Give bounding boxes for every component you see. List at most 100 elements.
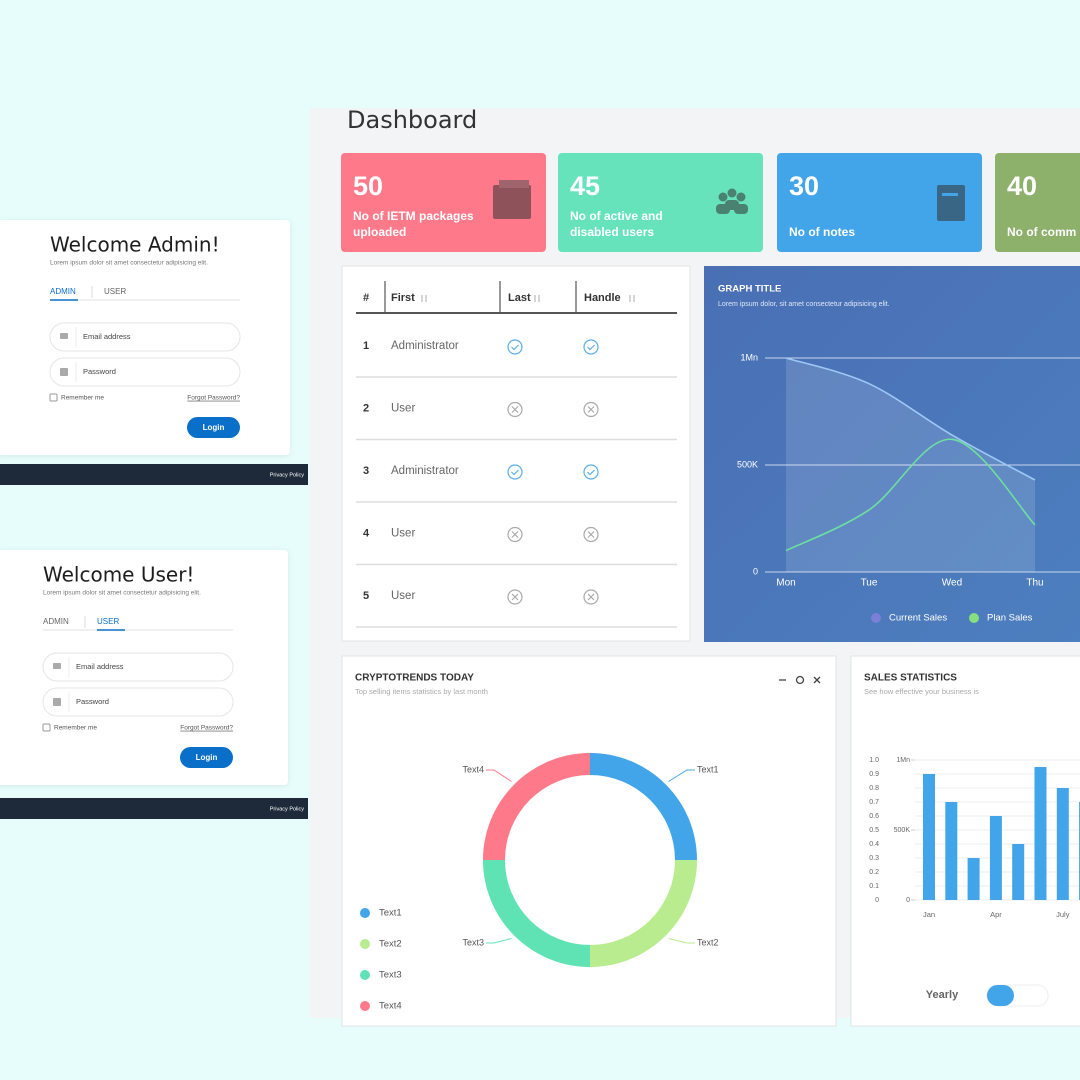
- check-icon: [511, 469, 519, 476]
- y2-tick-label: 0: [906, 897, 910, 904]
- stat-label-box: No of comm: [1007, 225, 1077, 239]
- input-icon: [60, 333, 68, 339]
- icon-part: [493, 185, 531, 219]
- table-header: Last: [508, 292, 531, 304]
- cross-icon: [587, 531, 595, 538]
- legend-label: Text3: [379, 970, 402, 981]
- cross-icon: [511, 531, 519, 538]
- x-tick-label: Tue: [861, 578, 878, 589]
- table-panel: [341, 265, 691, 642]
- chart-subtitle: Top selling items statistics by last mon…: [355, 687, 488, 696]
- input-icon: [60, 368, 68, 376]
- segment-label: Text4: [462, 764, 484, 774]
- refresh-icon[interactable]: [795, 675, 805, 685]
- y-tick-label: 0.3: [869, 855, 879, 862]
- bar: [1012, 844, 1025, 900]
- pie-segment: [590, 753, 697, 860]
- line: [785, 438, 1036, 552]
- legend-dot: [969, 613, 979, 623]
- pie-segment: [483, 753, 590, 860]
- table-header: Handle: [584, 292, 621, 304]
- input-icon: [53, 698, 61, 706]
- icon-part: [937, 185, 965, 221]
- legend-dot: [360, 1001, 370, 1011]
- forgot-link[interactable]: Forgot Password?: [180, 725, 233, 732]
- icon-part: [942, 193, 958, 196]
- y-tick-label: 0.4: [869, 841, 879, 848]
- bar: [1034, 767, 1047, 900]
- chart-title: GRAPH TITLE: [718, 284, 781, 295]
- close-icon[interactable]: [813, 676, 821, 684]
- table-header: First: [391, 292, 415, 304]
- stat-label: No of comm: [1007, 225, 1077, 239]
- legend-label: Text4: [379, 1001, 402, 1012]
- legend-label: Text2: [379, 939, 402, 950]
- login-tab[interactable]: ADMIN: [43, 617, 69, 626]
- forgot-link[interactable]: Forgot Password?: [187, 395, 240, 402]
- remember-label: Remember me: [54, 725, 97, 732]
- input-field[interactable]: [42, 687, 234, 717]
- input-field[interactable]: [49, 357, 241, 387]
- login-button[interactable]: [180, 747, 233, 768]
- row-id: 3: [363, 465, 369, 477]
- y-tick-label: 0.1: [869, 883, 879, 890]
- legend-label: Text1: [379, 908, 402, 919]
- icon-part: [734, 204, 748, 214]
- x-tick-label: Jan: [923, 910, 935, 919]
- input-field[interactable]: [42, 652, 234, 682]
- stat-icon: [716, 188, 748, 214]
- cross-icon: [583, 401, 599, 418]
- row-first: User: [391, 590, 415, 602]
- login-tab[interactable]: USER: [97, 617, 119, 626]
- input-icon: [53, 663, 61, 669]
- stat-value: 45: [570, 171, 600, 201]
- row-id: 5: [363, 590, 369, 602]
- icon-part: [499, 180, 529, 188]
- stat-value: 30: [789, 171, 819, 201]
- x-tick-label: Wed: [942, 578, 962, 589]
- legend-label: Plan Sales: [987, 613, 1033, 624]
- row-id: 2: [363, 402, 369, 414]
- x-tick-label: Apr: [990, 910, 1002, 919]
- legend-label: Current Sales: [889, 613, 947, 624]
- legend-dot: [360, 908, 370, 918]
- input-field[interactable]: [49, 322, 241, 352]
- check-icon: [507, 464, 523, 480]
- login-tab[interactable]: USER: [104, 287, 126, 296]
- chart-subtitle: Lorem ipsum dolor, sit amet consectetur …: [718, 301, 890, 308]
- toggle-knob: [987, 985, 1014, 1006]
- icon-part: [727, 188, 737, 198]
- footer-link: Privacy Policy: [270, 472, 304, 478]
- leader-line: [668, 769, 695, 782]
- checkbox[interactable]: [42, 723, 51, 732]
- checkbox[interactable]: [49, 393, 58, 402]
- row-id: 1: [363, 340, 369, 352]
- bar: [967, 858, 980, 900]
- login-title: Welcome Admin!: [50, 233, 220, 257]
- sort-icon: [534, 295, 540, 302]
- y-tick-label: 0.8: [869, 785, 879, 792]
- bar: [945, 802, 958, 900]
- cross-icon: [511, 406, 519, 413]
- icon-part: [736, 192, 746, 202]
- leader-line: [486, 769, 512, 782]
- footer: [0, 798, 308, 819]
- y-tick-label: 0.9: [869, 771, 879, 778]
- y2-tick-label: 1Mn: [896, 757, 910, 764]
- stat-value: 40: [1007, 171, 1037, 201]
- cross-icon: [511, 593, 519, 601]
- stat-card: [777, 153, 982, 252]
- check-icon: [587, 344, 595, 351]
- y-tick-label: 500K: [737, 459, 758, 469]
- bar: [1056, 788, 1069, 900]
- y-tick-label: 0.7: [869, 799, 879, 806]
- cross-icon: [587, 593, 595, 601]
- x-tick-label: Mon: [776, 578, 795, 589]
- check-icon: [511, 344, 519, 351]
- cross-icon: [507, 589, 523, 605]
- login-button[interactable]: [187, 417, 240, 438]
- stat-value: 50: [353, 171, 383, 201]
- stat-label: No of IETM packages uploaded: [353, 209, 474, 239]
- login-tab[interactable]: ADMIN: [50, 287, 76, 296]
- bar: [989, 816, 1002, 900]
